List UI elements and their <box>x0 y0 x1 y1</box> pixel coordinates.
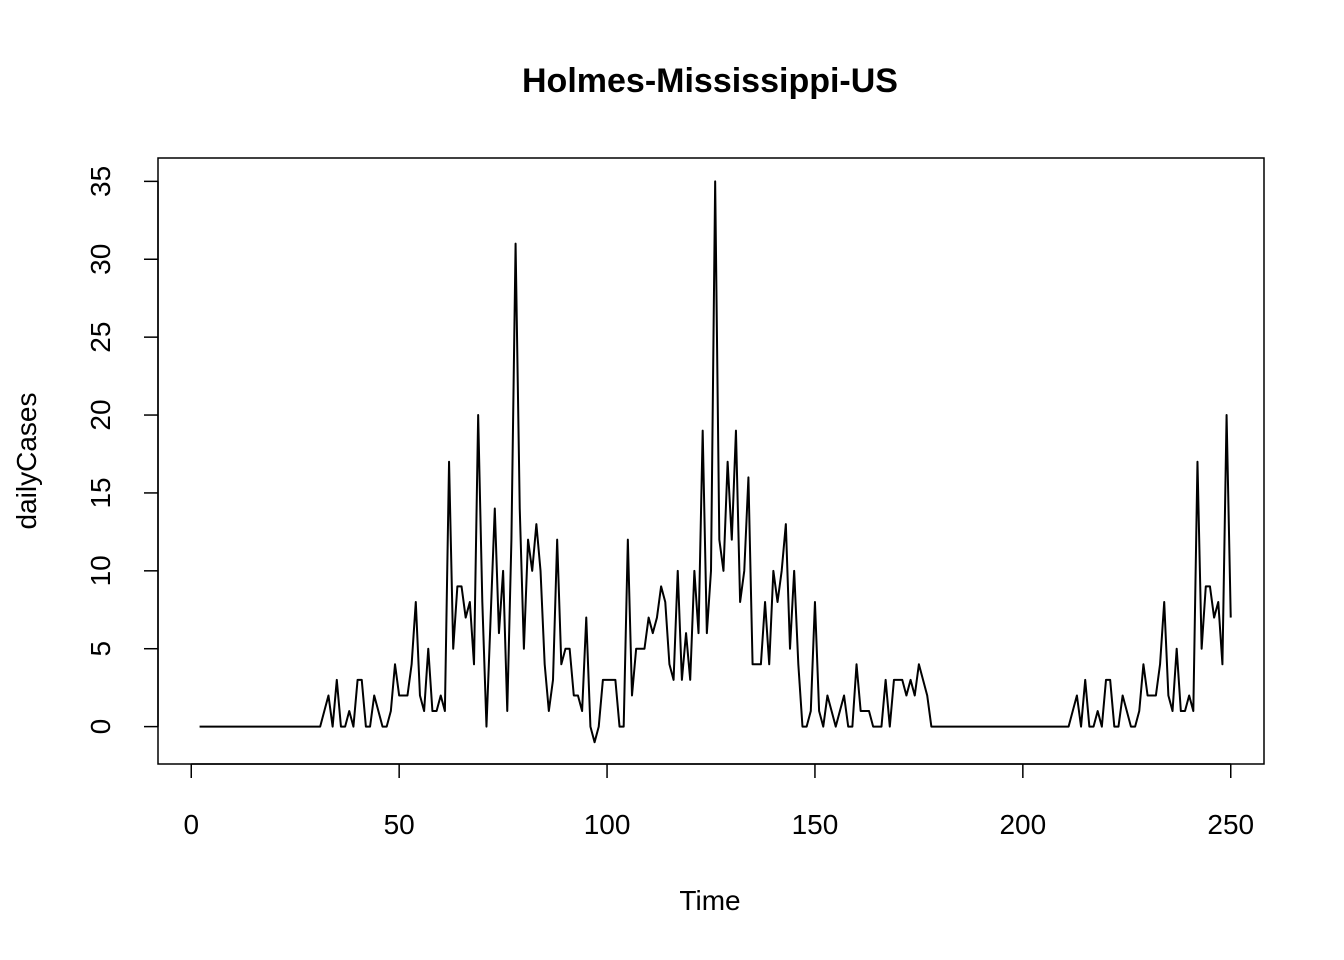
y-tick-label: 5 <box>85 641 116 657</box>
y-tick-label: 15 <box>85 477 116 508</box>
x-tick-label: 250 <box>1207 809 1254 840</box>
y-tick-label: 10 <box>85 555 116 586</box>
y-tick-label: 35 <box>85 166 116 197</box>
x-tick-label: 100 <box>584 809 631 840</box>
plot-frame <box>157 157 1265 765</box>
y-axis: 0 5 10 15 20 25 30 35 <box>85 166 159 735</box>
y-tick-label: 30 <box>85 244 116 275</box>
x-axis-label: Time <box>679 885 740 916</box>
x-tick-label: 0 <box>183 809 199 840</box>
x-tick-label: 150 <box>792 809 839 840</box>
series-line-daily-cases <box>199 180 1232 744</box>
chart-title: Holmes-Mississippi-US <box>522 62 898 100</box>
y-tick-label: 25 <box>85 322 116 353</box>
y-tick-label: 20 <box>85 399 116 430</box>
x-axis: 0 50 100 150 200 250 <box>183 763 1254 840</box>
x-tick-label: 50 <box>384 809 415 840</box>
x-tick-label: 200 <box>999 809 1046 840</box>
y-tick-label: 0 <box>85 719 116 735</box>
y-axis-label: dailyCases <box>11 393 42 530</box>
